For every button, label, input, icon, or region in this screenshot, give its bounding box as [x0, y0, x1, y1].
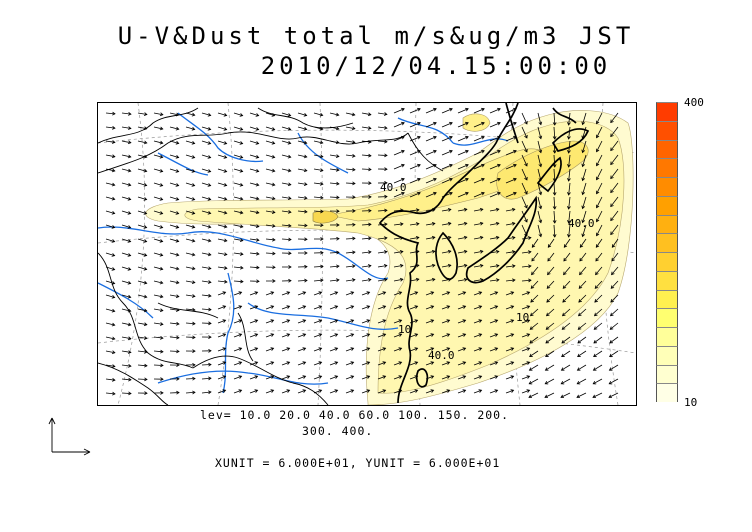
colorbar-step [656, 327, 678, 346]
colorbar-step [656, 139, 678, 159]
colorbar-step [656, 120, 678, 140]
wind-vectors [105, 107, 619, 399]
colorbar-step [656, 195, 678, 215]
colorbar-max-label: 400 [684, 96, 704, 109]
colorbar-step [656, 233, 678, 252]
contour-label: 40.0 [428, 349, 455, 362]
contour-label: 40.0 [380, 181, 407, 194]
map-canvas: 40.0 40.0 40.0 10 10 [98, 103, 636, 405]
dust-plume [145, 110, 634, 405]
colorbar-step [656, 270, 678, 290]
colorbar-step [656, 177, 678, 196]
colorbar-step [656, 289, 678, 309]
coastlines [378, 103, 590, 404]
colorbar-step [656, 345, 678, 365]
contour-levels-line1: lev= 10.0 20.0 40.0 60.0 100. 150. 200. [200, 408, 510, 422]
colorbar-step [656, 364, 678, 384]
contour-label: 10 [516, 311, 529, 324]
colorbar-step [656, 102, 678, 121]
vector-unit-label: XUNIT = 6.000E+01, YUNIT = 6.000E+01 [215, 456, 501, 470]
colorbar-step [656, 214, 678, 234]
colorbar-step [656, 308, 678, 327]
contour-levels-line2: 300. 400. [302, 424, 374, 438]
contour-labels: 40.0 40.0 40.0 10 10 [380, 181, 595, 362]
contour-label: 10 [398, 323, 411, 336]
colorbar-min-label: 10 [684, 396, 698, 409]
borders [98, 107, 444, 405]
map-timestamp: 2010/12/04.15:00:00 [260, 52, 612, 80]
contour-label: 40.0 [568, 217, 595, 230]
dust-wind-map: 40.0 40.0 40.0 10 10 [97, 102, 637, 406]
reference-vector-icon [48, 417, 91, 456]
map-title: U-V&Dust total m/s&ug/m3 JST [117, 22, 635, 50]
colorbar-step [656, 252, 678, 271]
colorbar-step [656, 383, 678, 402]
colorbar-step [656, 158, 678, 177]
